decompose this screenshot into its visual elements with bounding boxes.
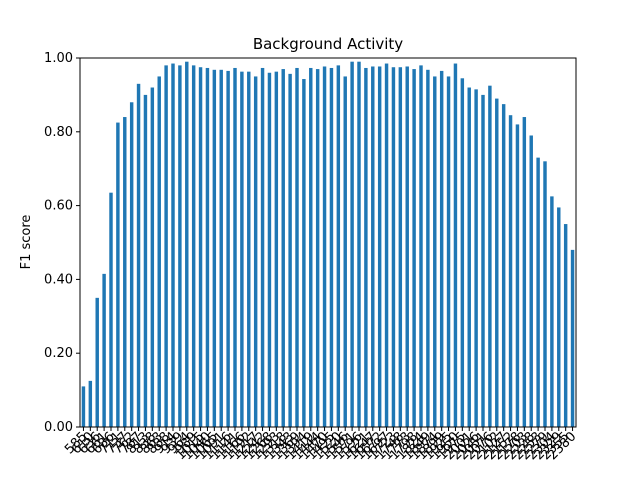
bar xyxy=(529,135,533,428)
bar xyxy=(377,66,382,427)
bar xyxy=(550,196,554,427)
bar xyxy=(109,192,113,427)
bar xyxy=(357,61,361,427)
bar xyxy=(536,157,540,427)
bar xyxy=(88,380,93,427)
bar xyxy=(178,65,182,427)
bar xyxy=(391,67,396,427)
bar xyxy=(198,67,203,427)
bar xyxy=(439,70,444,427)
bar xyxy=(288,73,292,427)
plot-frame xyxy=(79,57,577,428)
bar xyxy=(253,76,258,427)
bar xyxy=(191,65,196,427)
bar xyxy=(467,87,471,428)
y-tick-label: 0.80 xyxy=(44,125,73,140)
bar xyxy=(219,69,223,428)
bar xyxy=(412,69,416,427)
bar xyxy=(515,124,520,428)
bar xyxy=(426,69,430,428)
bar xyxy=(233,67,237,427)
bar xyxy=(419,65,423,427)
y-tick-label: 0.20 xyxy=(44,346,73,361)
bar xyxy=(343,76,347,427)
y-tick-label: 0.40 xyxy=(44,272,73,287)
bar xyxy=(274,71,279,427)
bar xyxy=(371,66,375,427)
bar xyxy=(281,69,285,427)
bar xyxy=(453,63,458,427)
y-axis-label: F1 score xyxy=(19,215,34,270)
bar xyxy=(364,67,368,427)
bar xyxy=(260,67,265,427)
bar xyxy=(205,67,210,427)
chart-title: Background Activity xyxy=(253,35,403,53)
bar xyxy=(495,98,499,427)
y-tick-label: 0.60 xyxy=(44,199,73,214)
bar xyxy=(185,61,189,427)
y-tick-label: 0.00 xyxy=(44,420,73,435)
bar xyxy=(501,104,506,427)
bar xyxy=(247,71,251,427)
bar xyxy=(212,69,217,428)
bar xyxy=(481,94,485,428)
bar xyxy=(143,94,148,428)
bar xyxy=(384,63,389,427)
bar xyxy=(309,67,313,427)
bar xyxy=(171,63,175,427)
bar xyxy=(474,89,478,428)
bar xyxy=(522,117,527,427)
bar xyxy=(329,67,334,427)
bar xyxy=(488,85,492,428)
bar xyxy=(95,297,99,427)
bar xyxy=(136,83,141,427)
bar xyxy=(150,87,155,428)
bar xyxy=(164,65,168,427)
y-tick-label: 1.00 xyxy=(44,51,73,66)
bar xyxy=(433,76,437,427)
bar xyxy=(102,273,106,427)
bar xyxy=(570,249,575,427)
bar xyxy=(543,161,547,427)
bar xyxy=(460,78,465,428)
bar xyxy=(302,79,306,428)
bar xyxy=(322,66,327,427)
bar xyxy=(267,72,272,427)
bar xyxy=(508,115,513,427)
bar xyxy=(405,66,409,427)
bar xyxy=(295,67,299,427)
bar xyxy=(315,69,320,427)
bar xyxy=(350,61,354,427)
bar xyxy=(116,122,120,427)
bar xyxy=(129,102,134,427)
bar xyxy=(81,386,86,427)
bar xyxy=(157,76,161,427)
bar xyxy=(557,207,561,427)
bar xyxy=(563,224,568,427)
bar xyxy=(398,67,403,427)
bar xyxy=(336,65,341,427)
bar xyxy=(123,117,127,427)
bar xyxy=(446,76,451,427)
bar xyxy=(226,70,230,427)
bar xyxy=(240,71,244,427)
